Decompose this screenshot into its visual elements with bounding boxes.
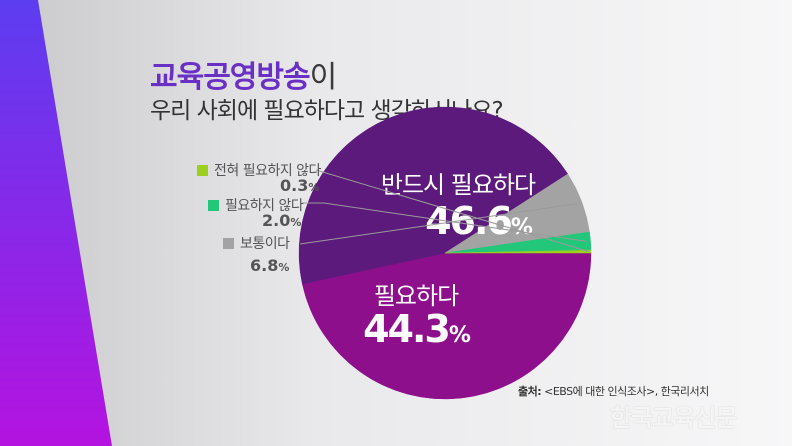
title-tail: 이 [309, 60, 338, 95]
chart-title-line1: 교육공영방송이 [150, 52, 338, 96]
legend-swatch-neutral [223, 238, 234, 249]
legend-label-unnecessary: 필요하지 않다 [208, 195, 304, 215]
pie-slice-strongly-unnecessary [444, 249, 592, 254]
legend-swatch-strongly-unnecessary [197, 165, 208, 176]
leader-line-neutral [299, 203, 577, 245]
leader-line-strongly-unnecessary [315, 169, 590, 253]
legend-value-unit-unnecessary: % [290, 216, 302, 229]
pie-slice-necessary [298, 106, 569, 285]
publisher-watermark: 한국교육신문 [610, 404, 737, 432]
slice-label-strongly-necessary: 반드시 필요하다 [381, 171, 536, 199]
source-text: <EBS에 대한 인식조사>, 한국리서치 [541, 385, 709, 398]
legend-value-neutral: 6.8% [250, 256, 289, 275]
title-highlight: 교육공영방송 [150, 60, 311, 95]
legend-value-num-unnecessary: 2.0 [262, 211, 291, 230]
pie-slice-strongly-necessary [302, 252, 592, 400]
legend-swatch-unnecessary [208, 200, 219, 211]
source-note: 출처: <EBS에 대한 인식조사>, 한국리서치 [518, 383, 709, 399]
legend-value-unnecessary: 2.0% [262, 211, 301, 230]
legend-text-neutral: 보통이다 [240, 236, 290, 252]
legend-value-strongly-unnecessary: 0.3% [280, 176, 319, 195]
legend-value-num-neutral: 6.8 [250, 256, 279, 275]
legend-label-neutral: 보통이다 [223, 233, 290, 253]
slice-label-necessary: 필요하다 [374, 282, 459, 310]
leader-line-unnecessary [302, 202, 587, 242]
source-label: 출처: [518, 385, 542, 398]
legend-value-unit-strongly-unnecessary: % [308, 181, 320, 194]
legend-text-unnecessary: 필요하지 않다 [225, 198, 304, 214]
legend-value-num-strongly-unnecessary: 0.3 [280, 176, 309, 195]
legend-text-strongly-unnecessary: 전혀 필요하지 않다 [214, 163, 321, 179]
legend-value-unit-neutral: % [278, 261, 290, 274]
legend-label-strongly-unnecessary: 전혀 필요하지 않다 [197, 160, 321, 180]
